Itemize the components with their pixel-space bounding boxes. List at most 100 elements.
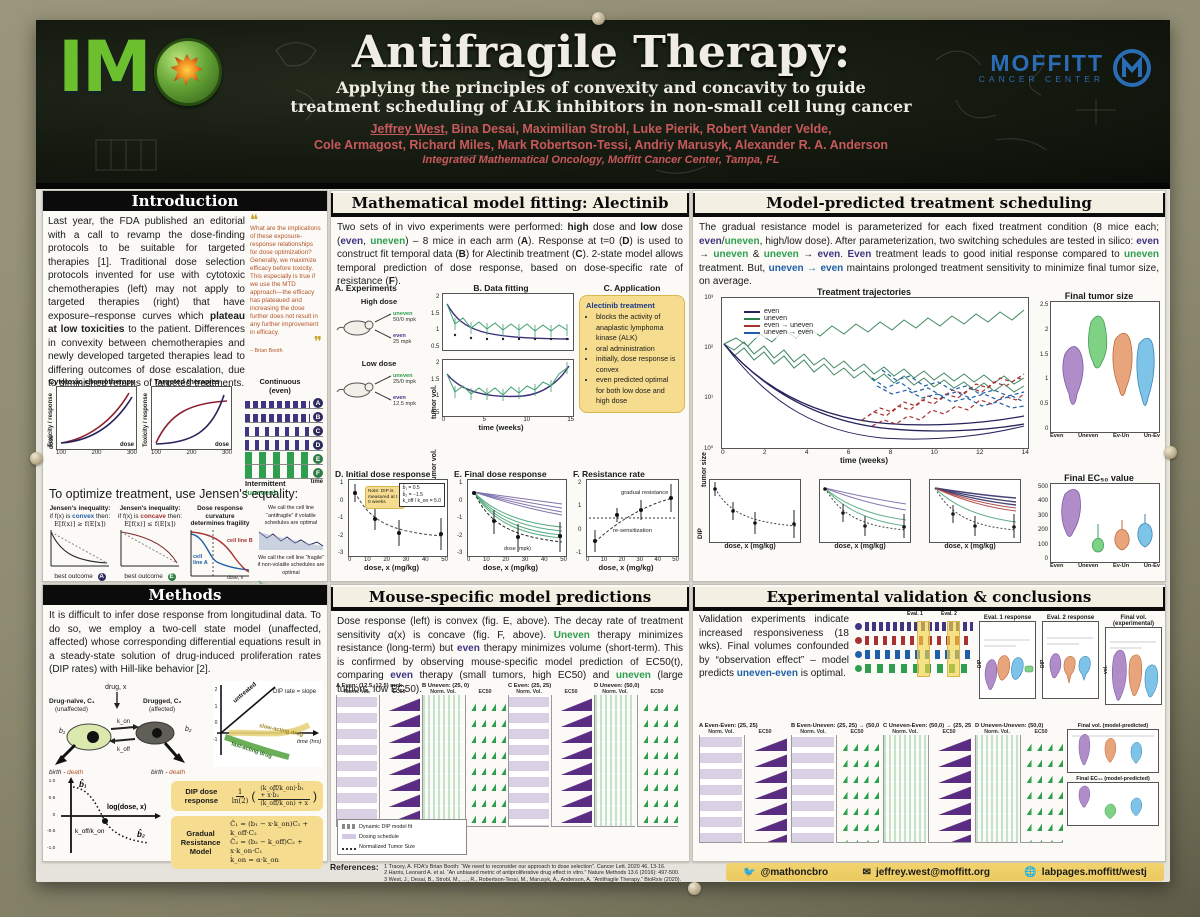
- email-icon: ✉: [862, 866, 871, 878]
- final-ec50-yticks: 500 400 300 200 100 0: [1038, 484, 1049, 562]
- schedule-intermittent-label: Intermittent: [245, 479, 286, 488]
- finalvol-mod-plot: [1067, 729, 1159, 773]
- svg-text:(affected): (affected): [149, 706, 175, 713]
- panel-d-label: D. Initial dose response: [335, 469, 431, 479]
- svg-text:re-sensitization: re-sensitization: [613, 528, 652, 534]
- section-scheduling: Model-predicted treatment scheduling The…: [692, 190, 1166, 582]
- model-predicted-stack: Final vol. (model-predicted) Final EC₅₀ …: [1067, 723, 1159, 843]
- svg-text:12.5 mpk: 12.5 mpk: [393, 401, 416, 407]
- trajectories-plot: 10³ 10² 10¹ 10⁰ even uneven even → uneven u…: [704, 295, 1029, 452]
- targeted-y-label: Toxicity / response: [143, 393, 149, 447]
- finalvol-exp-ylabel: vol.: [1103, 665, 1109, 674]
- panel-e-xlabel: dose, x (mg/kg): [482, 563, 538, 572]
- introduction-body-row: Last year, the FDA published an editoria…: [43, 211, 327, 395]
- resistance-eq2: Ĉ₂ = (b₂ − k_off)C₂ + x·k_on·C₁: [230, 838, 303, 855]
- section-methods: Methods It is difficult to infer dose re…: [42, 584, 328, 869]
- antifragile-note: We call the cell line “antifragile” if v…: [264, 505, 318, 527]
- schedule-uneven-label: (uneven): [245, 488, 276, 497]
- references-label: References:: [330, 862, 379, 872]
- svg-text:k_on: k_on: [117, 719, 130, 725]
- targeted-x-label: dose: [214, 442, 229, 448]
- eval1-band: [917, 621, 930, 677]
- cell-state-diagram: drug, x Drug-naïve, C₁ (unaffected) Drug…: [47, 681, 199, 777]
- high-dose-label: High dose: [360, 297, 398, 306]
- eval1-response-plot: DIP: [977, 621, 1036, 699]
- eval2-band-label: Eval. 2: [941, 611, 957, 617]
- mouse-group-c: C Even: (25, 25) Norm. Vol. EC50: [508, 683, 592, 827]
- finalec50-mod-title: Final EC₅₀ (model-predicted): [1076, 776, 1150, 782]
- methods-header: Methods: [43, 585, 327, 605]
- svg-text:line A: line A: [193, 560, 208, 566]
- schedule-row-C: C: [245, 423, 323, 437]
- panel-f-xlabel: dose, x (mg/kg): [598, 563, 654, 572]
- dip-plot-1: DIP dose, x (mg/kg): [697, 479, 801, 550]
- fragile-note: We call the cell line “fragile” if non-v…: [257, 554, 325, 576]
- svg-text:birth - death: birth - death: [151, 769, 186, 776]
- schedule-dose-axis: dose: [49, 434, 55, 449]
- svg-text:cell: cell: [193, 554, 203, 560]
- schedule-row-A: A: [245, 395, 323, 409]
- panel-d-plot: Note: DIP is measured at t = 0 weeks b̂₁…: [338, 479, 448, 557]
- web-contact: 🌐 labpages.moffitt/westj: [1024, 867, 1146, 878]
- finalvol-mod-title: Final vol. (model-predicted): [1077, 723, 1149, 729]
- poster: IM Antifragile Therapy: Applying the pri…: [36, 20, 1170, 883]
- validation-paragraph: Validation experiments indicate increase…: [699, 614, 849, 679]
- targeted-x-ticks: 100 200 300: [151, 450, 232, 456]
- title-block: Antifragile Therapy: Applying the princi…: [246, 28, 956, 167]
- chart-targeted: Targeted therapies Toxicity / response d…: [142, 377, 232, 497]
- svg-text:drug, x: drug, x: [105, 684, 127, 691]
- jensen-convex-line1: Jensen's inequality:: [49, 505, 111, 512]
- imo-logo-tumor-icon: [153, 38, 222, 106]
- schedule-continuous-label: Continuous: [259, 377, 301, 386]
- formula-boxes: DIP dose response 1 ln(2) ( (k_off/k_on)·…: [171, 781, 323, 869]
- mouse-group-b-head: B Uneven: (25, 0): [422, 683, 470, 689]
- schedule-row-F: F: [245, 465, 323, 479]
- fragility-plot: cell line A cell line B dose, x: [190, 529, 253, 581]
- trajectories-legend: even uneven even → uneven uneven → even: [740, 306, 818, 338]
- legend-dip-fit: Dynamic DIP model fit: [342, 822, 462, 832]
- imo-logo: IM: [58, 32, 222, 106]
- moffitt-m-icon: [1113, 49, 1151, 87]
- eval2-response-title: Eval. 2 response: [1046, 615, 1095, 621]
- methods-paragraph: It is difficult to infer dose response f…: [49, 610, 321, 675]
- alectinib-box: Alectinib treatment blocks the activity …: [579, 295, 685, 413]
- jensen-convex-outcome: best outcome A: [54, 573, 106, 582]
- schedule-panel: Continuous (even) dose A B C D E F Inter…: [49, 377, 323, 497]
- panel-b-xlabel: time (weeks): [478, 423, 524, 432]
- svg-text:birth - death: birth - death: [49, 769, 84, 776]
- final-ec50-title: Final EC₅₀ value: [1064, 473, 1134, 483]
- open-quote-icon: ❝: [250, 211, 259, 229]
- final-tumor-size-cats: Even Uneven Ev-Un Un-Ev: [1050, 433, 1160, 439]
- jensen-heading: To optimize treatment, use Jensen's equa…: [49, 487, 299, 501]
- gradual-resistance-label: Gradual Resistance Model: [180, 829, 221, 856]
- legend-dosing: Dosing schedule: [342, 832, 462, 842]
- trajectories-panel: Treatment trajectories tumor size: [699, 287, 1029, 487]
- panel-a-label: A. Experiments: [335, 283, 397, 293]
- twitter-handle: @mathoncbro: [760, 866, 829, 878]
- svg-text:Drugged, C₂: Drugged, C₂: [143, 698, 182, 705]
- reference-1: 1 Tracey, A. FDA's Brian Booth: “We need…: [384, 864, 666, 870]
- alectinib-bullet-3: initially, dose response is convex: [596, 354, 678, 375]
- svg-text:50/0 mpk: 50/0 mpk: [393, 317, 416, 323]
- push-pin: [688, 882, 701, 895]
- eval2-band: [947, 621, 960, 677]
- panel-a-experiments: A. Experiments High dose uneven 50/0 mpk…: [335, 283, 423, 432]
- introduction-paragraph: Last year, the FDA published an editoria…: [48, 216, 245, 389]
- introduction-charts-row: Cytotoxic chemotherapy Toxicity / respon…: [47, 377, 323, 497]
- quote-box: ❝ What are the implications of these exp…: [250, 211, 322, 391]
- validation-violins-row: Eval. 1 response DIP Eval. 2 response: [977, 615, 1162, 705]
- legend-normvol: Normalized Tumor Size: [342, 842, 462, 852]
- mouse-group-d: D Uneven: (50,0) Norm. Vol. EC50: [594, 683, 678, 827]
- final-ec50-plot: 500 400 300 200 100 0: [1038, 483, 1160, 563]
- dip-row: DIP dose, x (mg/kg): [697, 479, 1029, 550]
- svg-text:untreated: untreated: [232, 681, 258, 705]
- schedule-row-E: E: [245, 451, 323, 465]
- valid-group-b: B Even-Uneven: (25, 25) → (50,0) Norm. V…: [791, 723, 879, 843]
- svg-text:b̂₂: b̂₂: [137, 830, 145, 839]
- panel-e-plot: dose (mpk) 1 0 -1 -2 -3: [457, 479, 567, 557]
- alectinib-box-title: Alectinib treatment: [586, 301, 655, 310]
- references: References: 1 Tracey, A. FDA's Brian Boo…: [330, 862, 720, 883]
- trajectories-title: Treatment trajectories: [816, 287, 912, 297]
- valid-group-a-head: A Even-Even: (25, 25): [699, 723, 758, 729]
- jensen-concave-line2: if f(x) is concave then:: [118, 512, 182, 520]
